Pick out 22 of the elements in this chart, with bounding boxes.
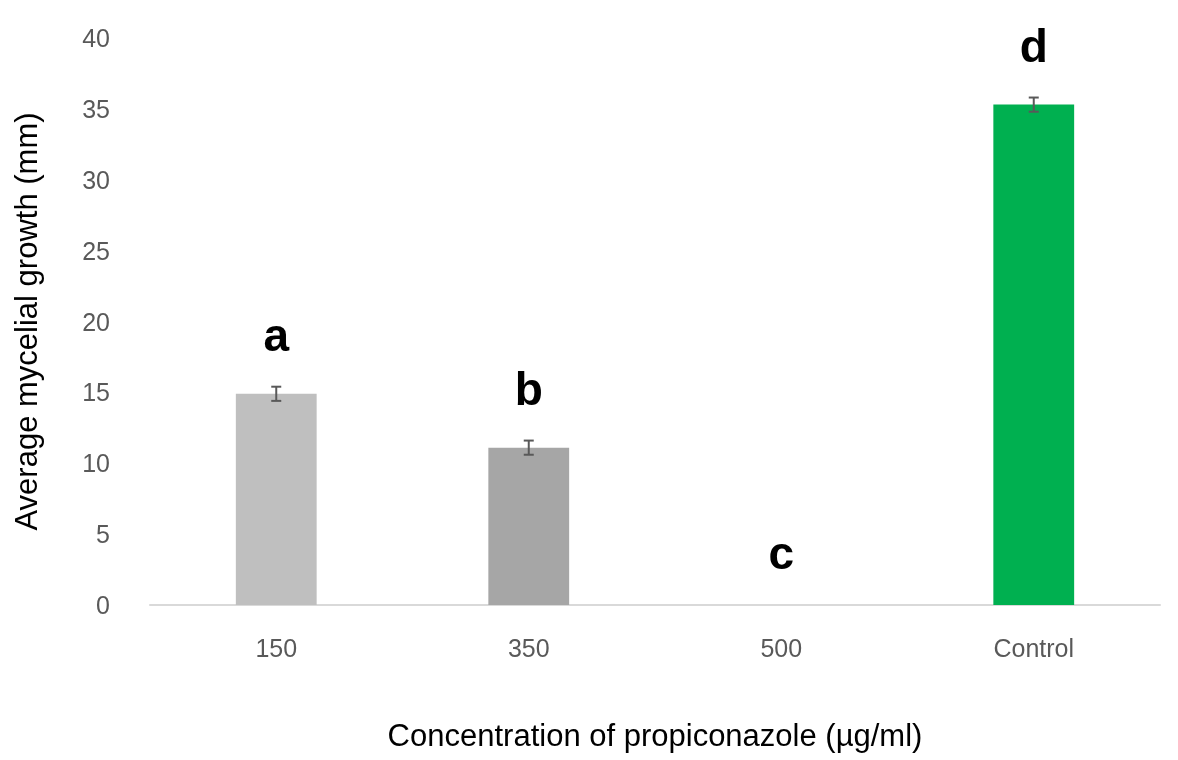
y-tick-label: 40 <box>82 24 110 52</box>
y-tick-label: 25 <box>82 236 110 265</box>
y-tick-label: 20 <box>82 307 110 336</box>
x-tick-label: 500 <box>760 633 803 662</box>
y-tick-label: 35 <box>82 94 110 123</box>
y-axis-title: Average mycelial growth (mm) <box>9 112 44 531</box>
bar <box>993 104 1075 605</box>
annotation: d <box>1019 19 1048 72</box>
annotation: c <box>768 527 795 579</box>
annotation: a <box>263 308 290 361</box>
y-tick-label: 15 <box>82 378 110 407</box>
x-tick-label: Control <box>993 633 1075 662</box>
y-tick-label: 5 <box>96 520 110 549</box>
x-tick-label: 150 <box>255 633 298 662</box>
y-tick-label: 0 <box>96 591 110 619</box>
annotation: b <box>514 362 543 415</box>
bar <box>235 393 317 605</box>
x-tick-label: 350 <box>507 633 550 662</box>
y-tick-label: 10 <box>82 449 110 478</box>
y-tick-label: 30 <box>82 165 110 194</box>
x-axis-title: Concentration of propiconazole (µg/ml) <box>387 718 923 753</box>
bar <box>488 447 570 605</box>
